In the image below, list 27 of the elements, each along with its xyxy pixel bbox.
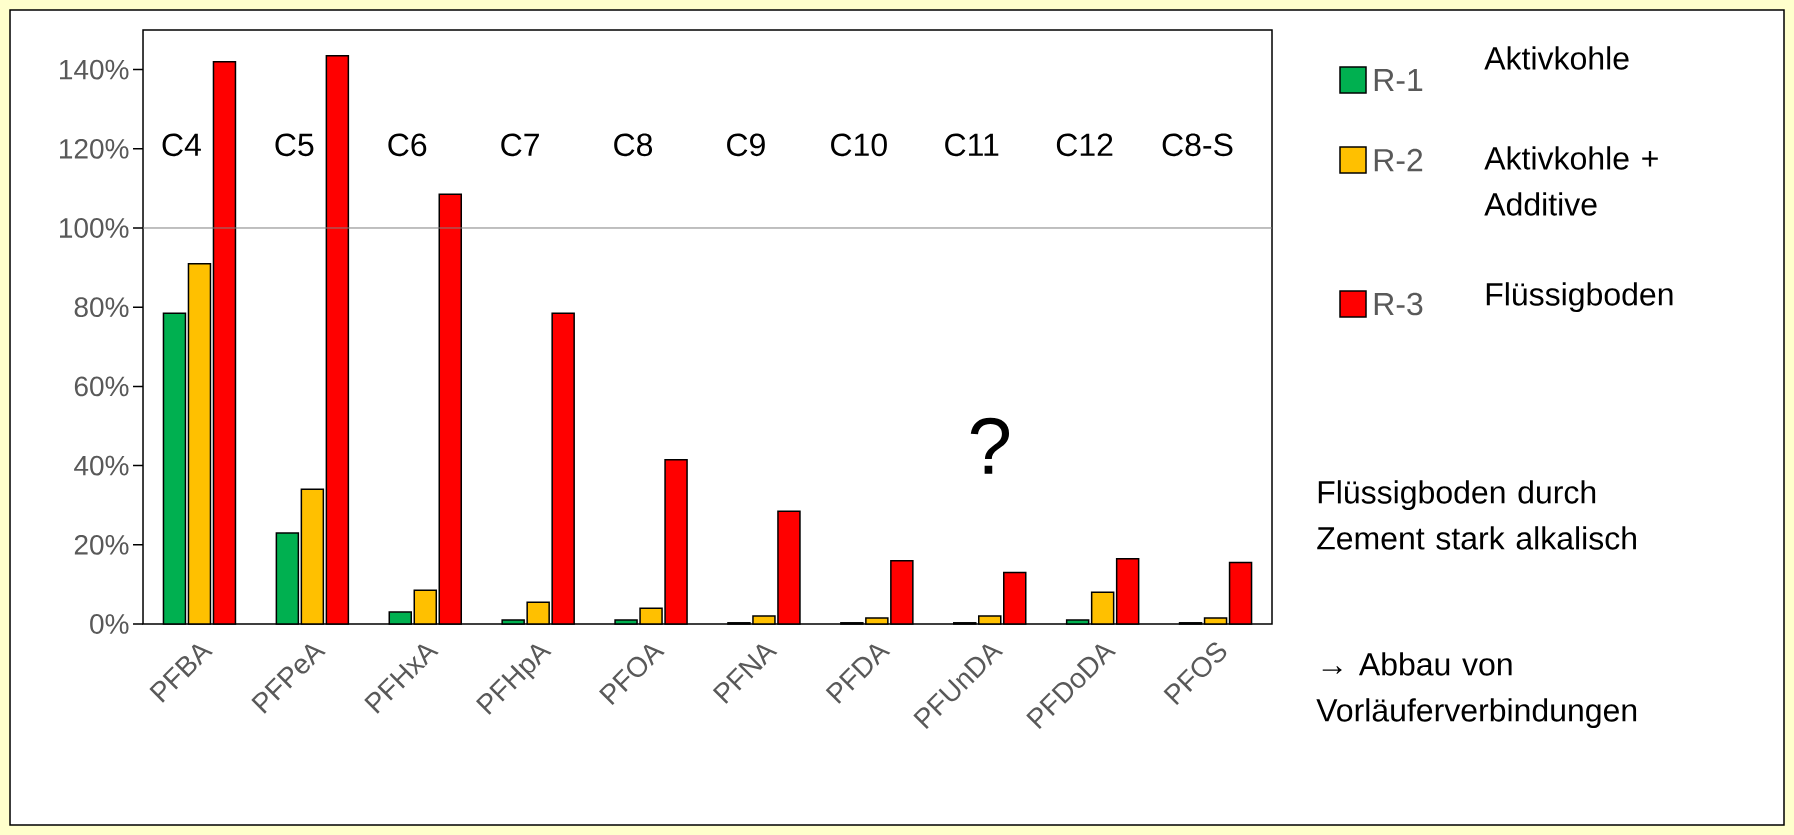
text: Aktivkohle + Additive	[1484, 146, 1658, 216]
annotation: C12	[1056, 133, 1113, 157]
annotation: C10	[831, 133, 887, 157]
legend-label: R-3	[1374, 292, 1423, 316]
y-tick-label: 80%	[74, 297, 129, 318]
y-tick-label: 140%	[60, 59, 129, 80]
text: Aktivkohle	[1484, 46, 1629, 70]
annotation: C6	[388, 133, 427, 157]
y-tick-label: 40%	[74, 455, 129, 476]
text: Flüssigboden	[1486, 282, 1673, 313]
text: Flüssigboden durch Zement stark alkalisch	[1317, 480, 1636, 550]
annotation: ?	[970, 417, 1010, 474]
annotation: C11	[945, 133, 999, 157]
annotation: C9	[727, 133, 765, 157]
y-tick-label: 60%	[74, 376, 129, 397]
legend-label: R-1	[1374, 68, 1423, 91]
annotation: C8-S	[1162, 133, 1233, 157]
annotation: C4	[162, 133, 201, 157]
y-tick-label: 120%	[60, 138, 129, 159]
legend-label: R-2	[1374, 148, 1423, 172]
annotation: C8	[614, 133, 653, 157]
annotation: C7	[501, 133, 539, 157]
annotation: C5	[275, 133, 314, 157]
y-tick-label: 0%	[90, 614, 129, 634]
text: → Abbau von Vorläuferverbindungen	[1316, 652, 1637, 729]
y-tick-label: 20%	[74, 534, 129, 555]
y-tick-label: 100%	[60, 218, 129, 238]
